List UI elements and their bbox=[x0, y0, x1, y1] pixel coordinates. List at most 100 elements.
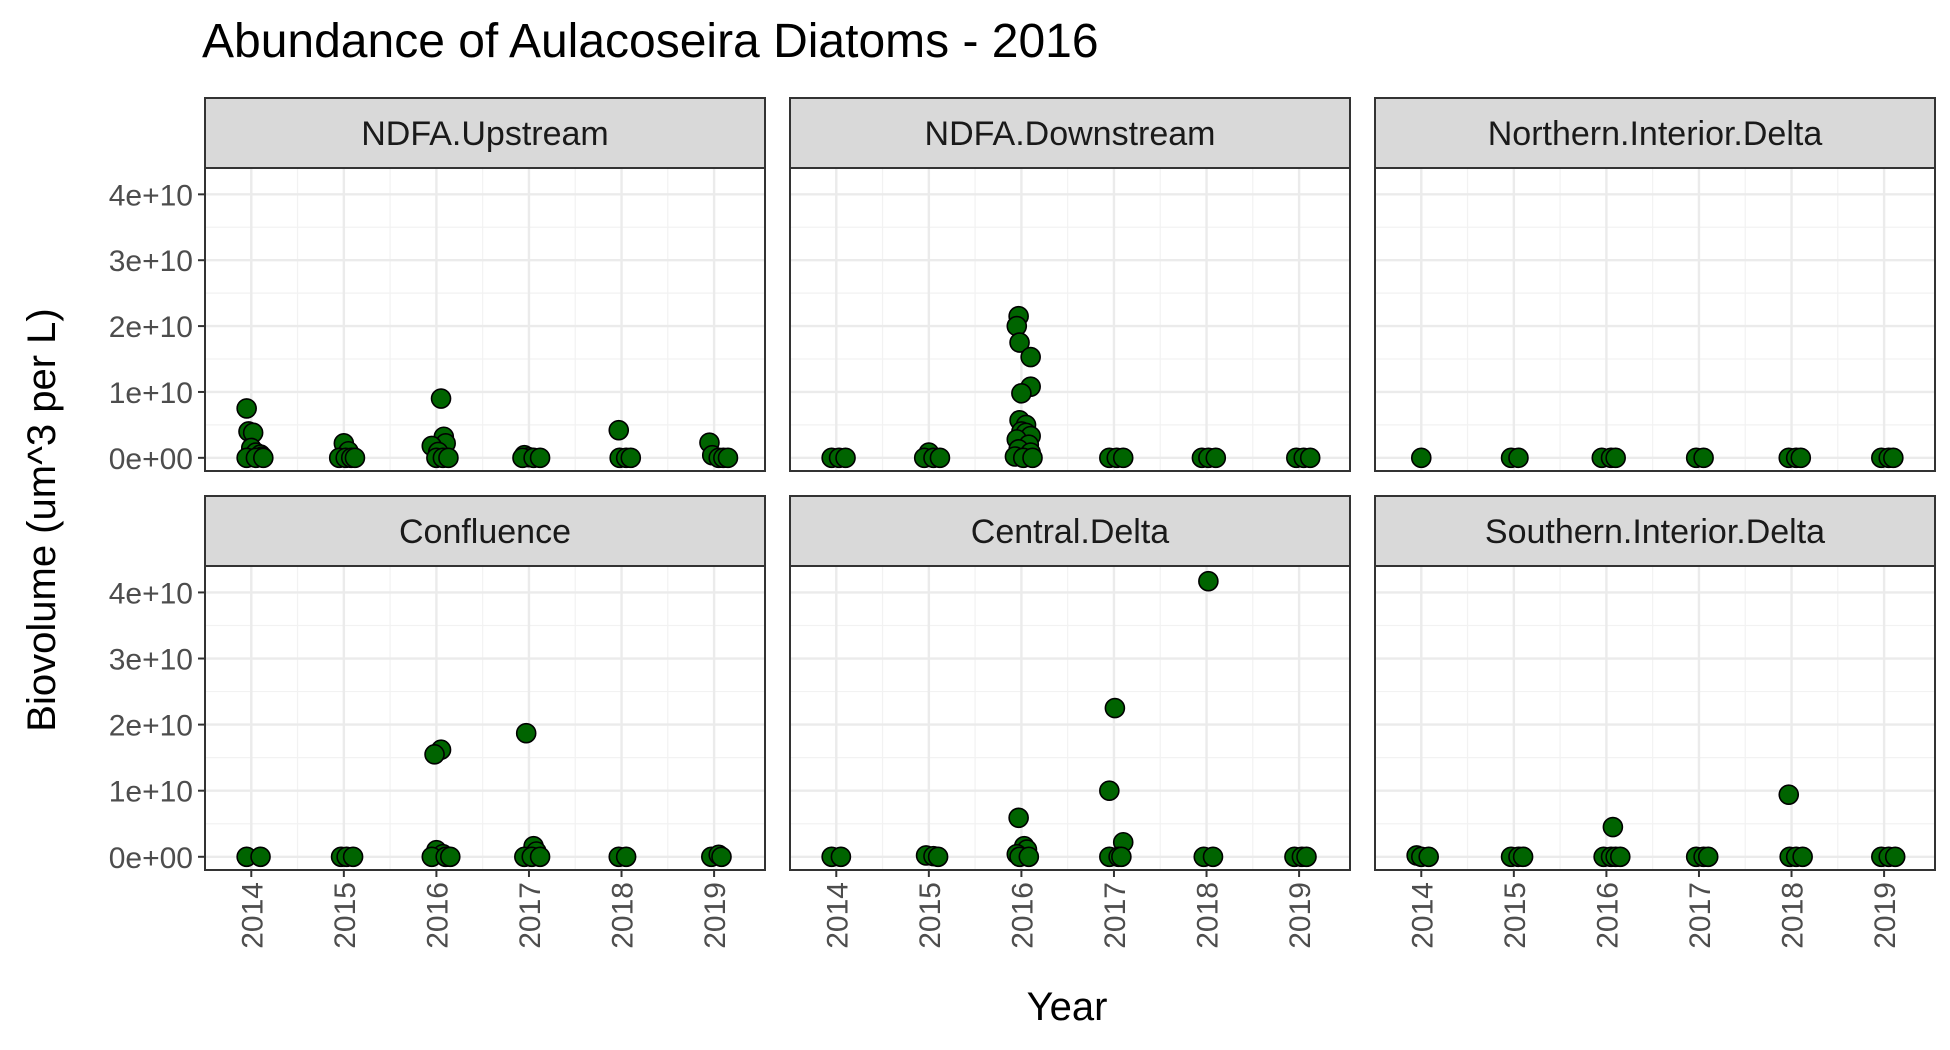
y-tick-label: 1e+10 bbox=[109, 776, 193, 809]
x-tick-label: 2017 bbox=[1684, 882, 1717, 949]
data-point bbox=[1202, 846, 1224, 868]
strip-label-central-delta: Central.Delta bbox=[971, 513, 1170, 551]
data-point bbox=[529, 447, 551, 469]
data-point bbox=[1602, 816, 1624, 838]
strip-confluence bbox=[204, 495, 766, 567]
data-point bbox=[1299, 447, 1321, 469]
strip-ndfa-upstream bbox=[204, 97, 766, 169]
y-tick-label: 3e+10 bbox=[109, 245, 193, 278]
x-tick-label: 2014 bbox=[236, 882, 269, 949]
panel-bg-confluence bbox=[205, 566, 765, 870]
y-tick-label: 3e+10 bbox=[109, 644, 193, 677]
strip-label-northern-interior-delta: Northern.Interior.Delta bbox=[1488, 115, 1823, 153]
data-point bbox=[835, 447, 856, 469]
strip-label-ndfa-upstream: NDFA.Upstream bbox=[361, 115, 609, 153]
x-tick-label: 2014 bbox=[1406, 882, 1439, 949]
x-tick-label: 2019 bbox=[1284, 882, 1317, 949]
y-tick-label: 2e+10 bbox=[109, 710, 193, 743]
data-point bbox=[342, 846, 364, 868]
x-axis-title: Year bbox=[1027, 985, 1108, 1029]
x-tick-label: 2016 bbox=[421, 882, 454, 949]
x-tick-label: 2019 bbox=[1869, 882, 1902, 949]
data-point bbox=[615, 846, 637, 868]
data-point bbox=[1778, 784, 1800, 805]
x-tick-label: 2015 bbox=[329, 882, 362, 949]
x-tick-label: 2018 bbox=[607, 882, 640, 949]
data-point bbox=[1884, 846, 1906, 868]
data-point bbox=[1693, 447, 1714, 469]
data-point bbox=[830, 846, 852, 868]
data-point bbox=[929, 447, 951, 469]
x-tick-label: 2019 bbox=[699, 882, 732, 949]
data-point bbox=[1512, 846, 1534, 868]
data-point bbox=[529, 846, 551, 868]
data-point bbox=[424, 744, 445, 765]
data-point bbox=[1418, 846, 1439, 868]
panel-border-confluence bbox=[204, 565, 766, 871]
y-axis-title: Biovolume (um^3 per L) bbox=[20, 308, 64, 731]
y-tick-label: 4e+10 bbox=[109, 179, 193, 212]
data-point bbox=[1111, 846, 1132, 868]
data-point bbox=[1008, 807, 1029, 829]
data-point bbox=[1022, 447, 1043, 469]
strip-label-southern-interior-delta: Southern.Interior.Delta bbox=[1485, 513, 1825, 551]
data-point bbox=[1011, 382, 1032, 404]
x-tick-label: 2014 bbox=[821, 882, 854, 949]
y-tick-label: 1e+10 bbox=[109, 377, 193, 410]
data-point bbox=[515, 722, 537, 744]
data-point bbox=[1020, 346, 1041, 368]
x-tick-label: 2018 bbox=[1777, 882, 1810, 949]
data-point bbox=[1112, 447, 1134, 469]
data-point bbox=[1697, 846, 1719, 868]
panel-border-northern-interior-delta bbox=[1374, 167, 1936, 472]
data-point bbox=[711, 846, 732, 868]
data-point bbox=[1508, 447, 1529, 469]
x-tick-label: 2017 bbox=[1099, 882, 1132, 949]
data-point bbox=[717, 447, 739, 469]
data-point bbox=[439, 846, 461, 868]
data-point bbox=[430, 388, 452, 409]
panel-bg-ndfa-downstream bbox=[790, 168, 1350, 471]
chart-title: Abundance of Aulacoseira Diatoms - 2016 bbox=[202, 15, 1099, 68]
data-point bbox=[1198, 570, 1219, 592]
data-point bbox=[438, 447, 459, 469]
panel-border-ndfa-upstream bbox=[204, 167, 766, 472]
data-point bbox=[1883, 447, 1904, 469]
panel-border-southern-interior-delta bbox=[1374, 565, 1936, 871]
data-point bbox=[1104, 697, 1126, 719]
x-tick-label: 2017 bbox=[514, 882, 547, 949]
y-tick-label: 4e+10 bbox=[109, 577, 193, 610]
panel-bg-northern-interior-delta bbox=[1375, 168, 1935, 471]
x-tick-label: 2015 bbox=[1499, 882, 1532, 949]
y-tick-label: 2e+10 bbox=[109, 311, 193, 344]
data-point bbox=[344, 447, 366, 469]
data-point bbox=[1009, 332, 1030, 353]
data-point bbox=[1099, 780, 1120, 801]
strip-label-ndfa-downstream: NDFA.Downstream bbox=[925, 115, 1216, 153]
panel-border-central-delta bbox=[789, 565, 1351, 871]
data-point bbox=[236, 398, 257, 419]
panel-bg-southern-interior-delta bbox=[1375, 566, 1935, 870]
data-point bbox=[253, 447, 274, 469]
data-point bbox=[1609, 846, 1631, 868]
y-tick-label: 0e+00 bbox=[109, 443, 193, 476]
data-point bbox=[1792, 846, 1813, 868]
data-point bbox=[1296, 846, 1317, 868]
data-point bbox=[608, 419, 630, 441]
strip-central-delta bbox=[789, 495, 1351, 567]
data-point bbox=[250, 846, 271, 868]
x-tick-label: 2016 bbox=[1591, 882, 1624, 949]
strip-ndfa-downstream bbox=[789, 97, 1351, 169]
data-point bbox=[1605, 447, 1626, 469]
data-point bbox=[1018, 846, 1040, 868]
x-tick-label: 2015 bbox=[914, 882, 947, 949]
data-point bbox=[927, 846, 949, 868]
panel-bg-ndfa-upstream bbox=[205, 168, 765, 471]
data-point bbox=[1410, 447, 1432, 469]
data-point bbox=[620, 447, 642, 469]
data-point bbox=[1205, 447, 1227, 469]
panel-bg-central-delta bbox=[790, 566, 1350, 870]
x-tick-label: 2018 bbox=[1192, 882, 1225, 949]
x-tick-label: 2016 bbox=[1006, 882, 1039, 949]
strip-label-confluence: Confluence bbox=[399, 513, 571, 551]
